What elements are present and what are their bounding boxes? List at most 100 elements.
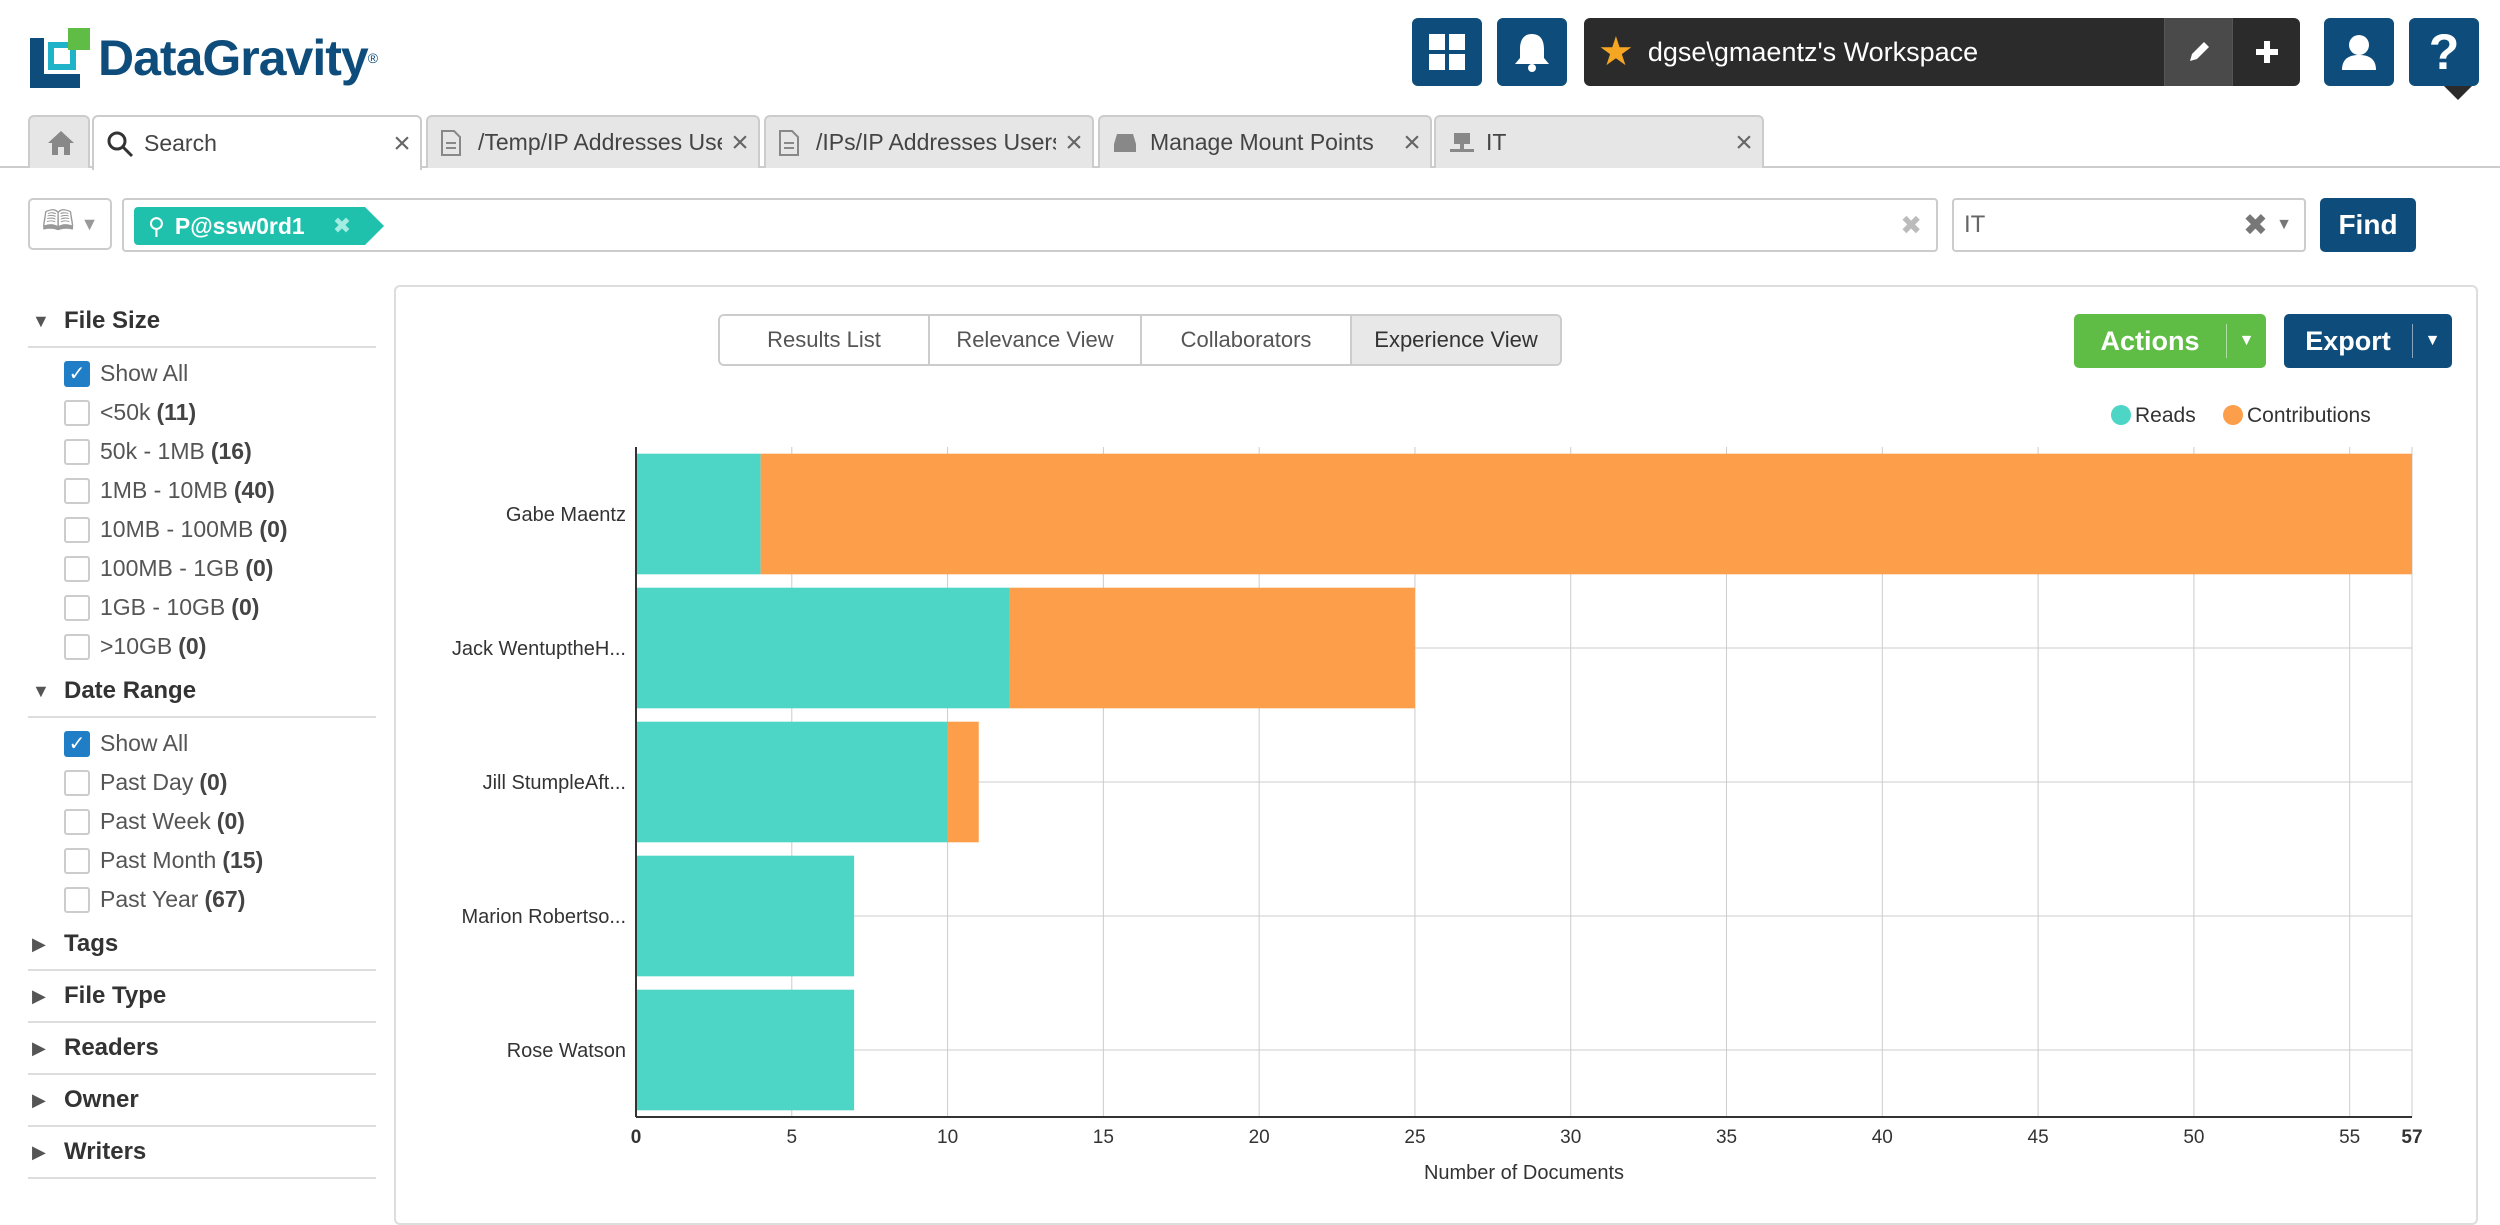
clear-scope-icon[interactable]: ✖: [2242, 208, 2268, 242]
view-tab-results-list[interactable]: Results List: [720, 316, 930, 364]
clear-search-icon[interactable]: ✖: [1900, 210, 1922, 240]
datagravity-logo[interactable]: DataGravity ®: [30, 28, 378, 88]
tab-temp-ip-addresses[interactable]: /Temp/IP Addresses Users.pdf ×: [426, 115, 760, 168]
scope-value: IT: [1964, 211, 1986, 238]
workspace-selector[interactable]: ★ dgse\gmaentz's Workspace: [1584, 18, 2472, 100]
category-label: Rose Watson: [507, 1040, 626, 1062]
tab-it[interactable]: IT ×: [1434, 115, 1764, 168]
checkbox[interactable]: [64, 438, 90, 465]
checkbox[interactable]: [64, 516, 90, 543]
filter-section-tags[interactable]: ▶ Tags: [28, 919, 376, 971]
checkbox[interactable]: [64, 808, 90, 835]
checkbox-checked[interactable]: ✓: [64, 360, 90, 387]
edit-workspace-button[interactable]: [2164, 18, 2232, 86]
filter-option[interactable]: 1GB - 10GB (0): [28, 588, 376, 627]
filter-section-readers[interactable]: ▶ Readers: [28, 1023, 376, 1075]
option-label: 10MB - 100MB: [100, 516, 254, 542]
filter-option[interactable]: 1MB - 10MB (40): [28, 471, 376, 510]
filter-section-writers[interactable]: ▶ Writers: [28, 1127, 376, 1179]
dashboard-button[interactable]: [1412, 18, 1482, 86]
tab-home[interactable]: [28, 115, 90, 168]
filter-option[interactable]: ✓ Show All: [28, 354, 376, 393]
scope-select[interactable]: IT ✖ ▼: [1952, 198, 2306, 252]
option-count: (67): [204, 886, 246, 912]
checkbox[interactable]: [64, 847, 90, 874]
saved-searches-button[interactable]: 🕮 ▼: [28, 198, 112, 250]
checkbox[interactable]: [64, 594, 90, 621]
checkbox-checked[interactable]: ✓: [64, 730, 90, 757]
tab-manage-mount-points[interactable]: Manage Mount Points ×: [1098, 115, 1432, 168]
experience-chart: Gabe Maentz Jack WentuptheH... Jill Stumpl…: [452, 404, 2423, 1184]
search-term-chip[interactable]: ⚲ P@ssw0rd1 ✖: [134, 207, 385, 245]
close-tab-icon[interactable]: ×: [1403, 125, 1421, 159]
view-tab-relevance-view[interactable]: Relevance View: [930, 316, 1142, 364]
option-label: Past Month: [100, 847, 217, 873]
chevron-down-icon[interactable]: ▼: [2412, 324, 2452, 358]
checkbox[interactable]: [64, 477, 90, 504]
help-button[interactable]: ?: [2409, 18, 2479, 86]
user-profile-button[interactable]: [2324, 18, 2394, 86]
caret-right-icon: ▶: [32, 1037, 46, 1058]
filter-option[interactable]: <50k (11): [28, 393, 376, 432]
add-workspace-button[interactable]: [2232, 18, 2300, 86]
filter-option[interactable]: Past Year (67): [28, 880, 376, 919]
bar-reads[interactable]: [636, 453, 761, 575]
filter-section-date-range[interactable]: ▼ Date Range: [28, 666, 376, 718]
filter-option[interactable]: ✓ Show All: [28, 724, 376, 763]
option-count: (0): [199, 769, 228, 795]
export-button[interactable]: Export ▼: [2284, 314, 2452, 368]
workspace-name[interactable]: dgse\gmaentz's Workspace: [1647, 36, 1979, 67]
filter-option[interactable]: 50k - 1MB (16): [28, 432, 376, 471]
chevron-down-icon[interactable]: ▼: [2276, 216, 2292, 233]
checkbox[interactable]: [64, 399, 90, 426]
date-range-options: ✓ Show All Past Day (0) Past Week (0) Past …: [28, 718, 376, 919]
tab-ips-ip-addresses[interactable]: /IPs/IP Addresses Users.pdf ×: [764, 115, 1094, 168]
checkbox[interactable]: [64, 633, 90, 660]
filter-section-file-type[interactable]: ▶ File Type: [28, 971, 376, 1023]
close-tab-icon[interactable]: ×: [1065, 125, 1083, 159]
chevron-down-icon[interactable]: ▼: [2226, 324, 2266, 358]
search-icon: [107, 131, 134, 157]
category-label: Jack WentuptheH...: [452, 638, 626, 660]
option-count: (0): [245, 555, 274, 581]
x-tick-label: 10: [937, 1127, 958, 1148]
checkbox[interactable]: [64, 555, 90, 582]
filter-option[interactable]: Past Day (0): [28, 763, 376, 802]
checkbox[interactable]: [64, 769, 90, 796]
filter-option[interactable]: 100MB - 1GB (0): [28, 549, 376, 588]
bar-reads[interactable]: [636, 855, 855, 977]
filter-section-file-size[interactable]: ▼ File Size: [28, 296, 376, 348]
bar-contributions[interactable]: [760, 453, 2412, 575]
caret-right-icon: ▶: [32, 985, 46, 1006]
star-icon[interactable]: ★: [1598, 30, 1634, 74]
x-tick-label: 30: [1560, 1127, 1581, 1148]
filter-option[interactable]: Past Week (0): [28, 802, 376, 841]
close-tab-icon[interactable]: ×: [731, 125, 749, 159]
filter-section-owner[interactable]: ▶ Owner: [28, 1075, 376, 1127]
find-button[interactable]: Find: [2320, 198, 2416, 252]
filter-option[interactable]: 10MB - 100MB (0): [28, 510, 376, 549]
checkbox[interactable]: [64, 886, 90, 913]
option-label: Past Year: [100, 886, 199, 912]
filter-option[interactable]: >10GB (0): [28, 627, 376, 666]
filter-option[interactable]: Past Month (15): [28, 841, 376, 880]
notifications-button[interactable]: [1497, 18, 1567, 86]
view-tab-experience-view[interactable]: Experience View: [1352, 316, 1560, 364]
option-count: (16): [210, 438, 252, 464]
bar-contributions[interactable]: [947, 721, 979, 843]
search-term-label: P@ssw0rd1: [174, 212, 305, 239]
question-icon: ?: [2428, 24, 2460, 80]
chevron-down-icon: ▼: [80, 213, 99, 234]
bar-reads[interactable]: [636, 587, 1010, 709]
search-input[interactable]: ⚲ P@ssw0rd1 ✖ ✖: [122, 198, 1938, 252]
tab-search[interactable]: Search ×: [92, 115, 422, 170]
bar-reads[interactable]: [636, 989, 855, 1111]
remove-chip-icon[interactable]: ✖: [332, 213, 352, 238]
close-tab-icon[interactable]: ×: [393, 126, 411, 160]
bar-contributions[interactable]: [1009, 587, 1415, 709]
bar-reads[interactable]: [636, 721, 948, 843]
category-label: Marion Robertso...: [461, 906, 626, 928]
actions-button[interactable]: Actions ▼: [2074, 314, 2266, 368]
close-tab-icon[interactable]: ×: [1735, 125, 1753, 159]
view-tab-collaborators[interactable]: Collaborators: [1142, 316, 1352, 364]
